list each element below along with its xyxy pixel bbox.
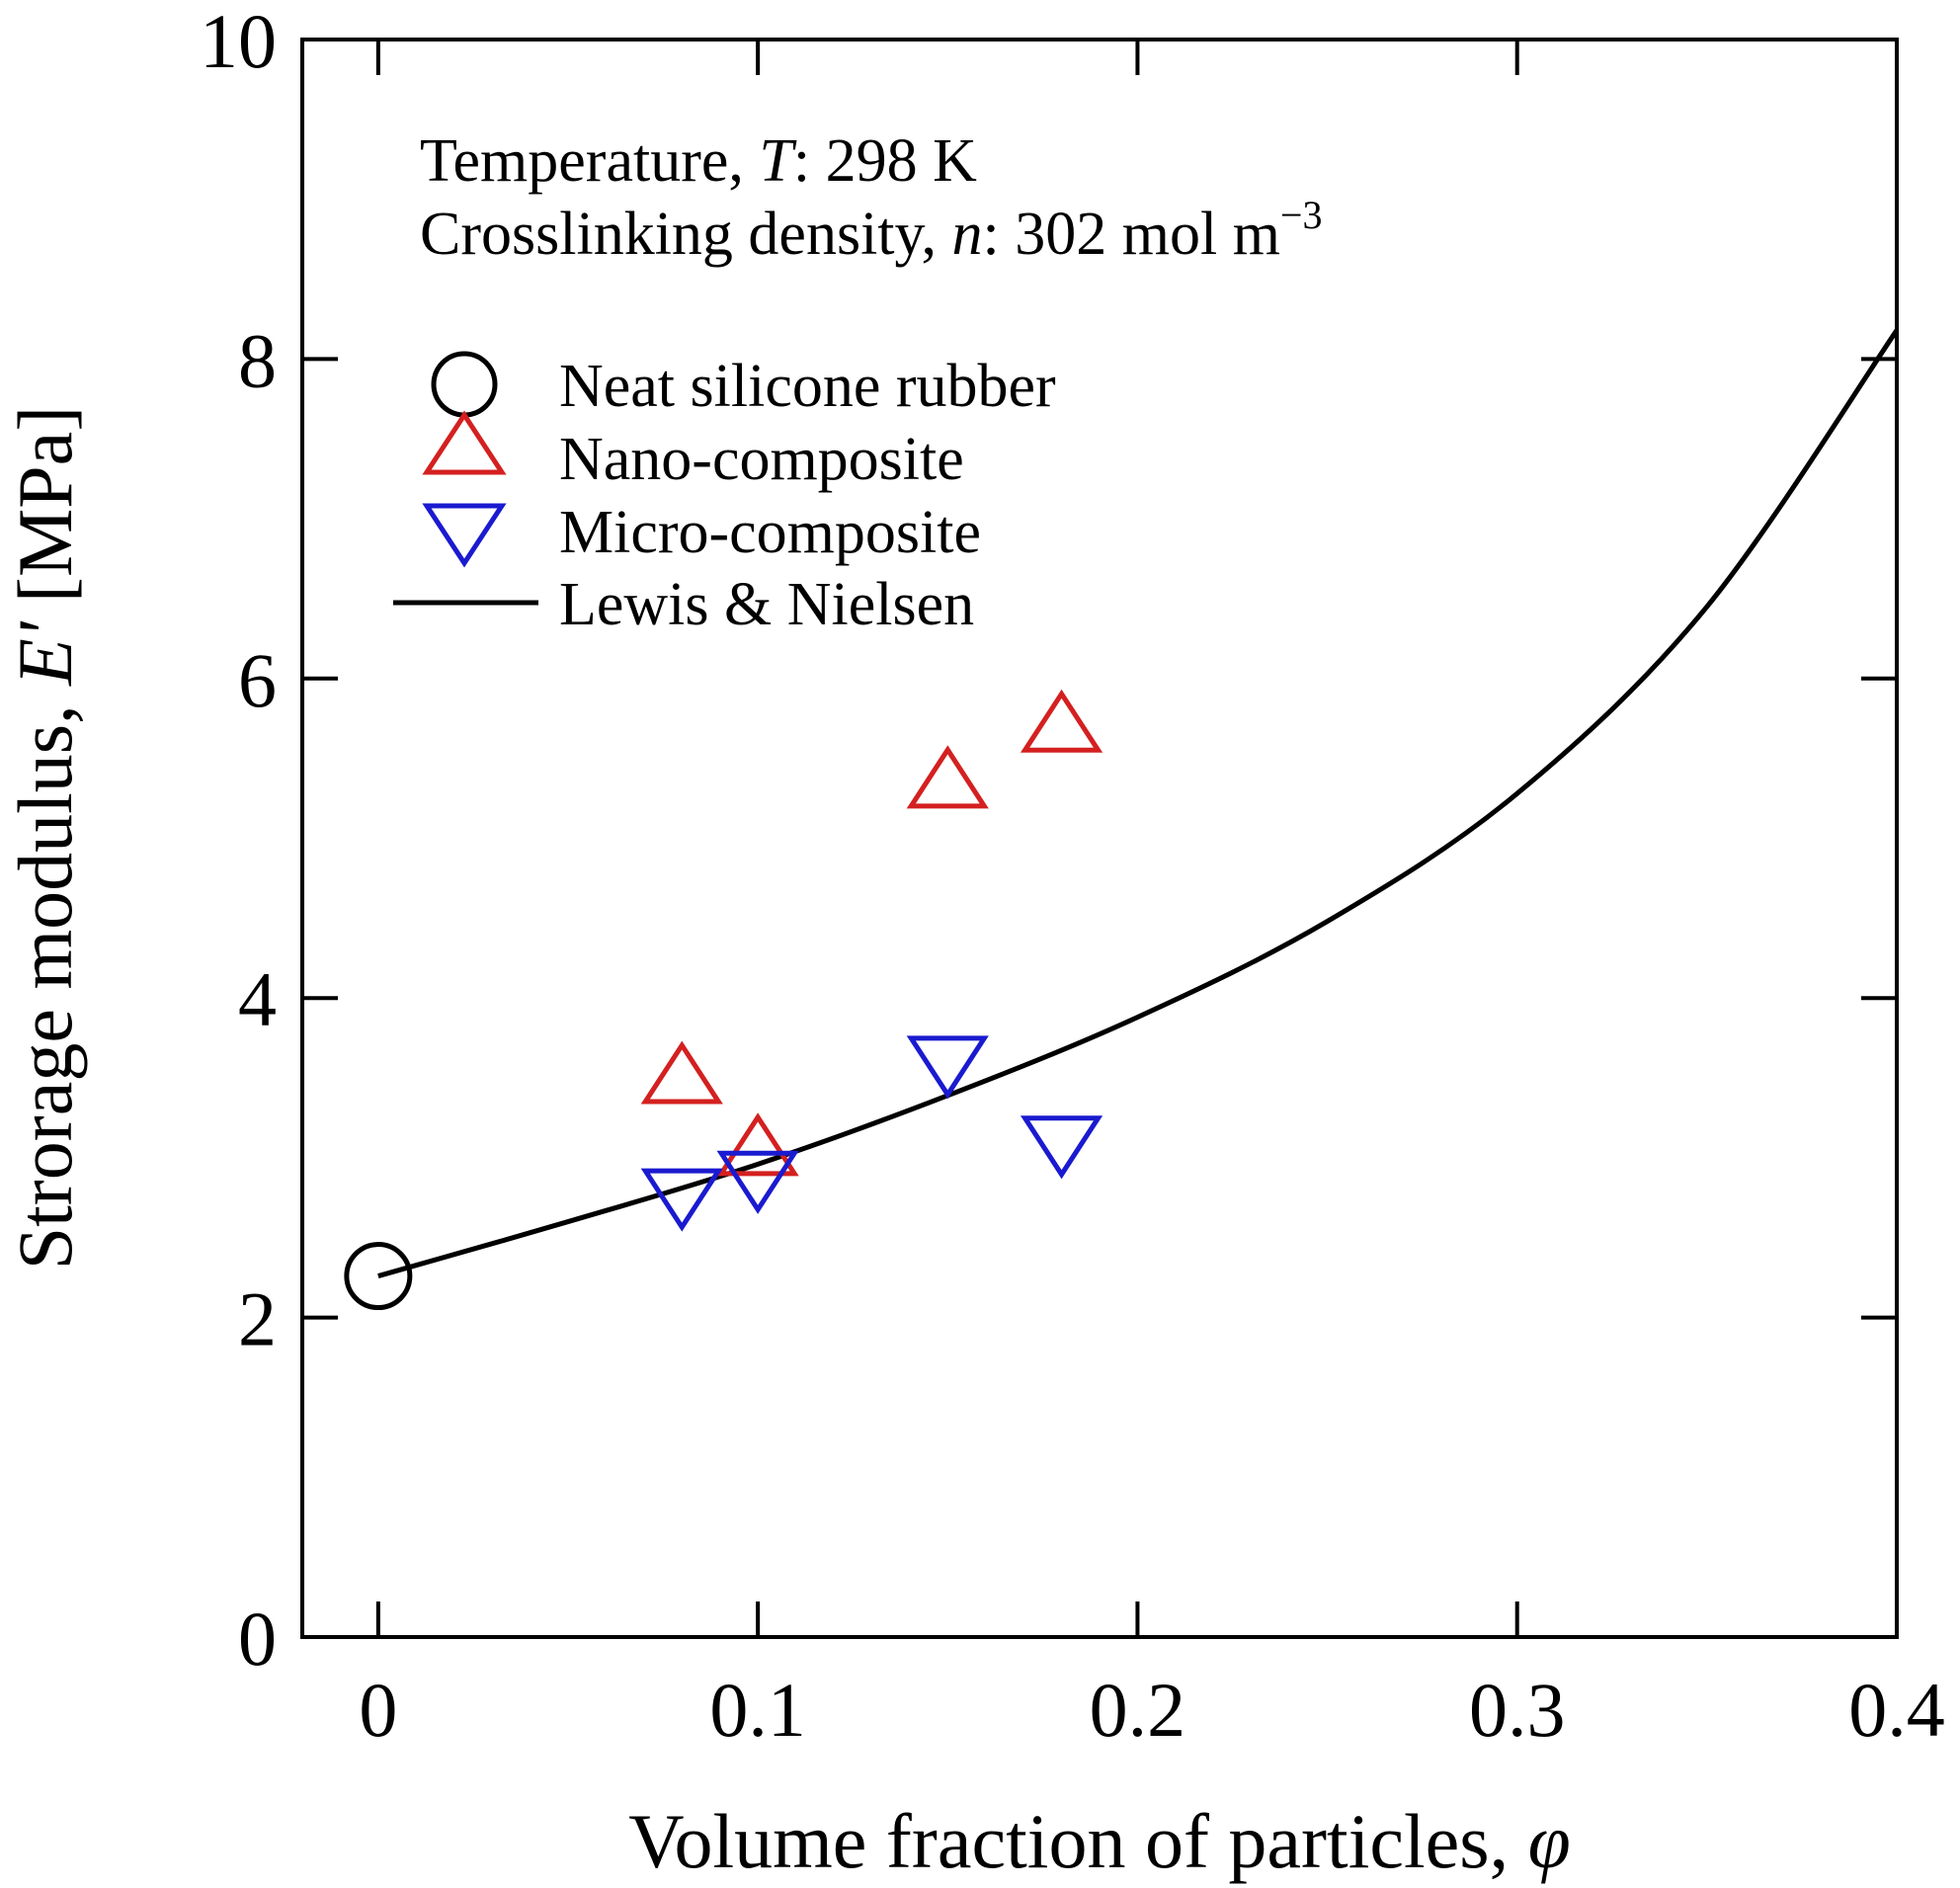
y-tick-label: 8	[238, 317, 277, 403]
legend-marker-micro	[422, 503, 507, 568]
x-tick-label: 0.3	[1469, 1667, 1566, 1753]
y-tick-label: 2	[238, 1276, 277, 1362]
legend-label-micro: Micro-composite	[559, 499, 981, 566]
axis-ticks	[302, 38, 1899, 1639]
x-tick-label: 0.4	[1848, 1667, 1945, 1753]
y-tick-label: 4	[238, 956, 277, 1042]
legend-label-neat: Neat silicone rubber	[559, 353, 1056, 420]
x-axis-title: Volume fraction of particles, φ	[628, 1798, 1571, 1884]
legend: Neat silicone rubber Nano-composite Micr…	[393, 351, 1056, 638]
y-tick-label: 0	[238, 1596, 277, 1682]
model-curve-layer	[377, 328, 1900, 1278]
micro-composite-point	[906, 1035, 989, 1100]
temperature-annotation: Temperature, T: 298 K	[420, 127, 977, 195]
legend-label-model: Lewis & Nielsen	[559, 571, 974, 638]
y-tick-label: 6	[238, 637, 277, 723]
axis-tick-labels: 0 0.1 0.2 0.3 0.4 0 2 4 6 8 10	[200, 0, 1945, 1753]
nano-composite-point	[640, 1040, 723, 1105]
x-tick-label: 0.2	[1090, 1667, 1186, 1753]
nano-composite-point	[1020, 689, 1103, 753]
nano-composite-point	[906, 745, 989, 809]
plot-frame	[300, 38, 1899, 1639]
micro-composite-point	[1020, 1115, 1103, 1180]
x-tick-label: 0.1	[709, 1667, 806, 1753]
neat-rubber-point	[344, 1242, 413, 1311]
y-axis-title: Strorage modulus, E' [MPa]	[2, 406, 88, 1271]
crosslink-annotation: Crosslinking density, n: 302 mol m−3	[420, 193, 1322, 268]
lewis-nielsen-curve	[377, 328, 1900, 1278]
y-tick-label: 10	[200, 0, 277, 84]
legend-label-nano: Nano-composite	[559, 426, 964, 493]
micro-composite-point	[640, 1168, 723, 1232]
data-markers	[344, 689, 1103, 1311]
nano-composite-point	[716, 1112, 799, 1177]
micro-composite-point	[716, 1150, 799, 1214]
x-tick-label: 0	[359, 1667, 397, 1753]
legend-marker-neat	[431, 351, 498, 418]
legend-marker-nano	[422, 410, 507, 475]
